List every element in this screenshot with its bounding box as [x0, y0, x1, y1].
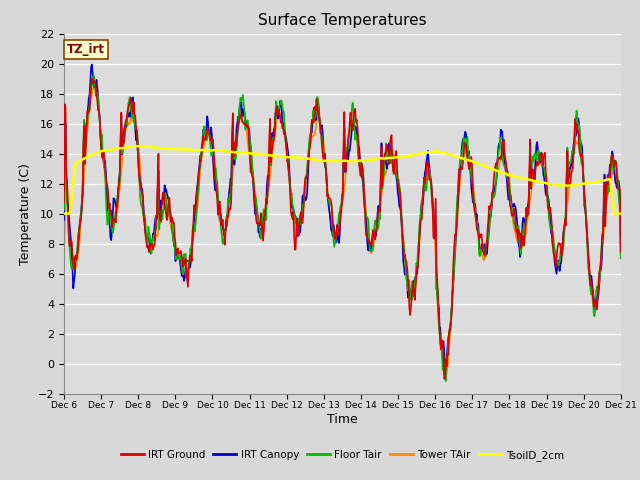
Tower TAir	[185, 265, 193, 271]
IRT Ground	[185, 267, 193, 273]
TsoilD_2cm	[617, 211, 625, 216]
Tower TAir	[60, 257, 68, 263]
IRT Canopy	[128, 96, 136, 101]
IRT Canopy	[185, 259, 193, 264]
Tower TAir	[214, 197, 222, 203]
Text: TZ_irt: TZ_irt	[67, 43, 105, 56]
Tower TAir	[128, 117, 136, 123]
Floor Tair	[411, 279, 419, 285]
Floor Tair	[90, 72, 97, 78]
Tower TAir	[442, 372, 450, 377]
Tower TAir	[617, 251, 625, 257]
Floor Tair	[185, 258, 193, 264]
IRT Canopy	[442, 370, 450, 375]
Y-axis label: Temperature (C): Temperature (C)	[19, 163, 32, 264]
TsoilD_2cm	[185, 147, 193, 153]
Tower TAir	[428, 179, 435, 184]
TsoilD_2cm	[70, 174, 78, 180]
IRT Ground	[441, 376, 449, 382]
TsoilD_2cm	[411, 152, 419, 158]
IRT Ground	[70, 266, 78, 272]
TsoilD_2cm	[127, 144, 135, 150]
TsoilD_2cm	[428, 149, 435, 155]
IRT Ground	[128, 105, 136, 110]
IRT Ground	[60, 200, 68, 205]
IRT Ground	[214, 212, 222, 218]
IRT Ground	[428, 177, 435, 182]
Line: IRT Ground: IRT Ground	[64, 79, 621, 379]
X-axis label: Time: Time	[327, 413, 358, 426]
Title: Surface Temperatures: Surface Temperatures	[258, 13, 427, 28]
IRT Canopy	[214, 200, 222, 205]
TsoilD_2cm	[60, 211, 68, 216]
Tower TAir	[91, 84, 99, 90]
Line: Tower TAir: Tower TAir	[64, 87, 621, 374]
IRT Canopy	[617, 255, 625, 261]
TsoilD_2cm	[140, 144, 148, 149]
Floor Tair	[60, 206, 68, 212]
IRT Ground	[89, 76, 97, 82]
Floor Tair	[128, 116, 136, 121]
IRT Canopy	[60, 217, 68, 223]
IRT Canopy	[70, 278, 78, 284]
Tower TAir	[411, 287, 419, 293]
Legend: IRT Ground, IRT Canopy, Floor Tair, Tower TAir, TsoilD_2cm: IRT Ground, IRT Canopy, Floor Tair, Towe…	[116, 445, 568, 465]
TsoilD_2cm	[214, 147, 222, 153]
Line: TsoilD_2cm: TsoilD_2cm	[64, 146, 621, 214]
IRT Canopy	[428, 179, 435, 185]
IRT Canopy	[411, 276, 419, 281]
IRT Canopy	[88, 62, 96, 68]
Floor Tair	[617, 255, 625, 261]
Floor Tair	[70, 254, 78, 260]
Line: Floor Tair: Floor Tair	[64, 75, 621, 381]
Floor Tair	[442, 378, 450, 384]
IRT Ground	[411, 297, 419, 303]
IRT Ground	[617, 249, 625, 255]
Line: IRT Canopy: IRT Canopy	[64, 65, 621, 372]
Floor Tair	[428, 185, 435, 191]
Floor Tair	[214, 195, 222, 201]
Tower TAir	[70, 262, 78, 268]
